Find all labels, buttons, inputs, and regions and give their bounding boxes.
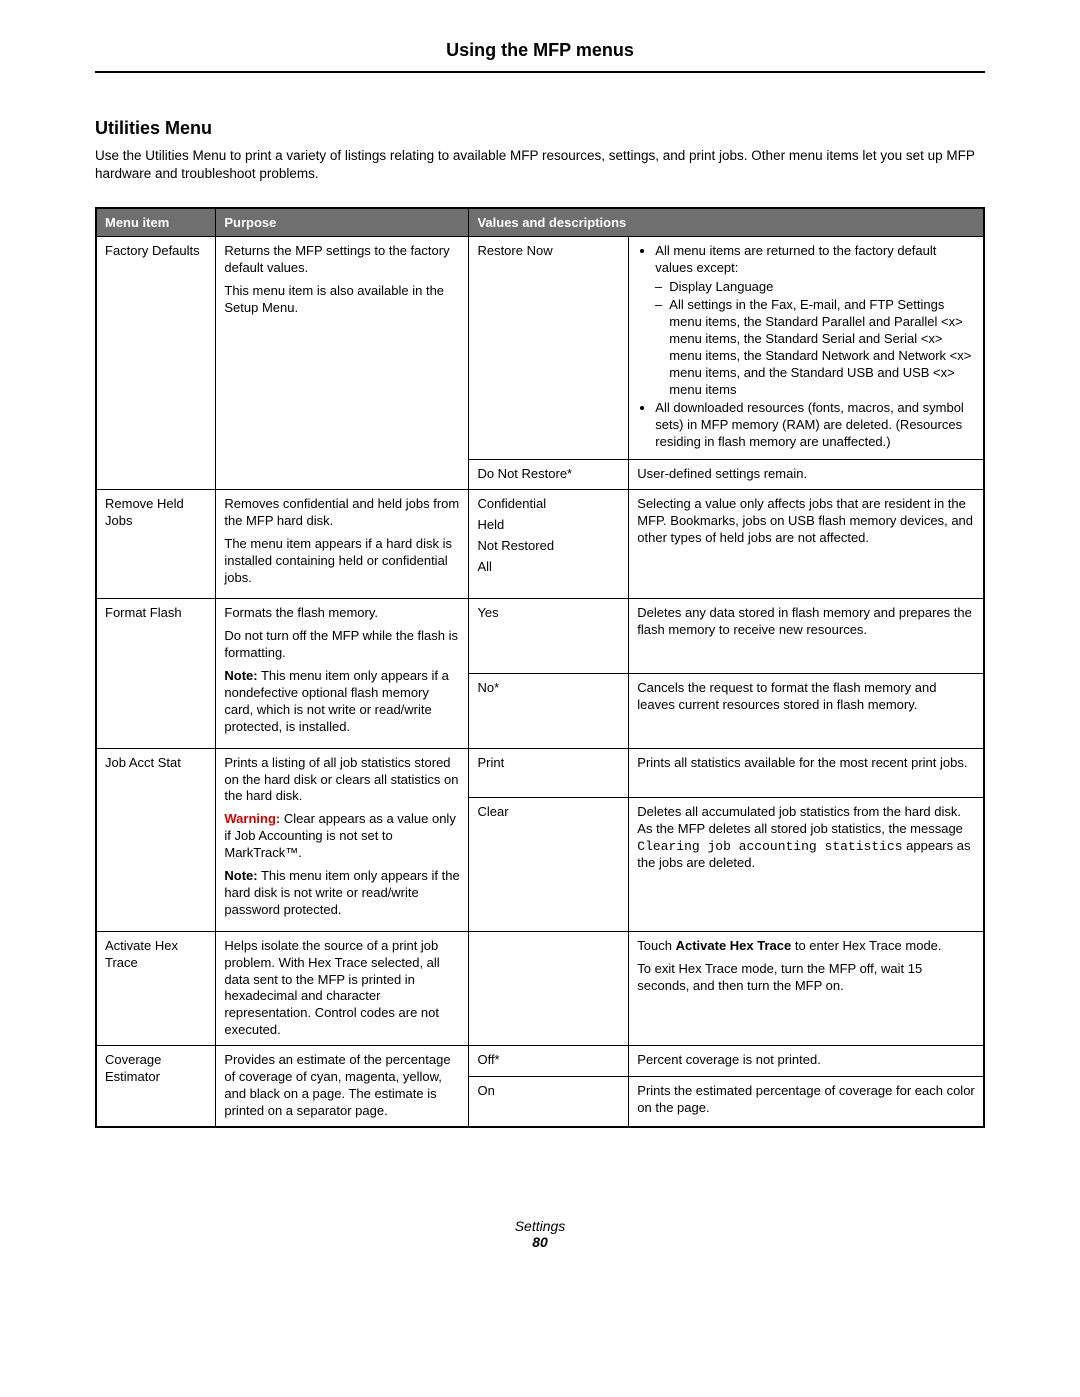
cell-value: Do Not Restore* <box>469 460 629 490</box>
cell-item: Coverage Estimator <box>96 1046 216 1127</box>
purpose-text: This menu item is also available in the … <box>224 283 460 317</box>
cell-item: Activate Hex Trace <box>96 931 216 1045</box>
cell-item: Remove Held Jobs <box>96 490 216 599</box>
cell-value: Confidential Held Not Restored All <box>469 490 629 599</box>
cell-purpose: Prints a listing of all job statistics s… <box>216 748 469 931</box>
desc-text: All menu items are returned to the facto… <box>655 243 975 398</box>
th-menu-item: Menu item <box>96 208 216 237</box>
th-purpose: Purpose <box>216 208 469 237</box>
desc-text: Display Language <box>669 279 975 296</box>
purpose-note: Note: This menu item only appears if a n… <box>224 668 460 736</box>
purpose-text: The menu item appears if a hard disk is … <box>224 536 460 587</box>
value-text: Confidential <box>477 496 620 513</box>
cell-value: Clear <box>469 797 629 931</box>
desc-bold: Activate Hex Trace <box>676 938 792 953</box>
cell-desc: Deletes any data stored in flash memory … <box>629 599 984 674</box>
section-title: Utilities Menu <box>95 118 985 139</box>
cell-purpose: Returns the MFP settings to the factory … <box>216 237 469 490</box>
page-footer: Settings 80 <box>95 1218 985 1250</box>
cell-purpose: Formats the flash memory. Do not turn of… <box>216 599 469 748</box>
cell-value: No* <box>469 674 629 749</box>
table-row: Factory Defaults Returns the MFP setting… <box>96 237 984 460</box>
cell-value: Restore Now <box>469 237 629 460</box>
table-row: Activate Hex Trace Helps isolate the sou… <box>96 931 984 1045</box>
cell-desc: Cancels the request to format the flash … <box>629 674 984 749</box>
cell-purpose: Helps isolate the source of a print job … <box>216 931 469 1045</box>
desc-text: All downloaded resources (fonts, macros,… <box>655 400 975 451</box>
table-row: Format Flash Formats the flash memory. D… <box>96 599 984 674</box>
desc-mono: Clearing job accounting statistics <box>637 839 902 854</box>
cell-purpose: Removes confidential and held jobs from … <box>216 490 469 599</box>
cell-value: Off* <box>469 1046 629 1077</box>
purpose-text: Do not turn off the MFP while the flash … <box>224 628 460 662</box>
footer-section: Settings <box>515 1218 566 1234</box>
cell-desc: Selecting a value only affects jobs that… <box>629 490 984 599</box>
purpose-text: Returns the MFP settings to the factory … <box>224 243 460 277</box>
th-values: Values and descriptions <box>469 208 984 237</box>
cell-item: Job Acct Stat <box>96 748 216 931</box>
purpose-text: Removes confidential and held jobs from … <box>224 496 460 530</box>
cell-desc: Deletes all accumulated job statistics f… <box>629 797 984 931</box>
desc-text: To exit Hex Trace mode, turn the MFP off… <box>637 961 975 995</box>
purpose-note: Note: This menu item only appears if the… <box>224 868 460 919</box>
cell-value: Yes <box>469 599 629 674</box>
desc-text: Touch <box>637 938 675 953</box>
utilities-menu-table: Menu item Purpose Values and description… <box>95 207 985 1127</box>
cell-value: Print <box>469 748 629 797</box>
cell-item: Format Flash <box>96 599 216 748</box>
cell-value <box>469 931 629 1045</box>
cell-desc: Touch Activate Hex Trace to enter Hex Tr… <box>629 931 984 1045</box>
page-header: Using the MFP menus <box>95 40 985 73</box>
cell-item: Factory Defaults <box>96 237 216 490</box>
value-text: All <box>477 559 620 576</box>
cell-desc: Prints all statistics available for the … <box>629 748 984 797</box>
value-text: Not Restored <box>477 538 620 555</box>
header-title: Using the MFP menus <box>446 40 634 60</box>
section-intro: Use the Utilities Menu to print a variet… <box>95 147 985 183</box>
cell-desc: Prints the estimated percentage of cover… <box>629 1077 984 1127</box>
cell-desc: Percent coverage is not printed. <box>629 1046 984 1077</box>
purpose-warning: Warning: Clear appears as a value only i… <box>224 811 460 862</box>
cell-purpose: Provides an estimate of the percentage o… <box>216 1046 469 1127</box>
desc-text: All settings in the Fax, E-mail, and FTP… <box>669 297 975 398</box>
desc-text: Deletes all accumulated job statistics f… <box>637 804 963 836</box>
table-row: Coverage Estimator Provides an estimate … <box>96 1046 984 1077</box>
cell-desc: User-defined settings remain. <box>629 460 984 490</box>
desc-text: to enter Hex Trace mode. <box>791 938 941 953</box>
purpose-text: Prints a listing of all job statistics s… <box>224 755 460 806</box>
cell-value: On <box>469 1077 629 1127</box>
table-row: Remove Held Jobs Removes confidential an… <box>96 490 984 599</box>
table-row: Job Acct Stat Prints a listing of all jo… <box>96 748 984 797</box>
value-text: Held <box>477 517 620 534</box>
purpose-text: Formats the flash memory. <box>224 605 460 622</box>
cell-desc: All menu items are returned to the facto… <box>629 237 984 460</box>
page-number: 80 <box>95 1234 985 1250</box>
